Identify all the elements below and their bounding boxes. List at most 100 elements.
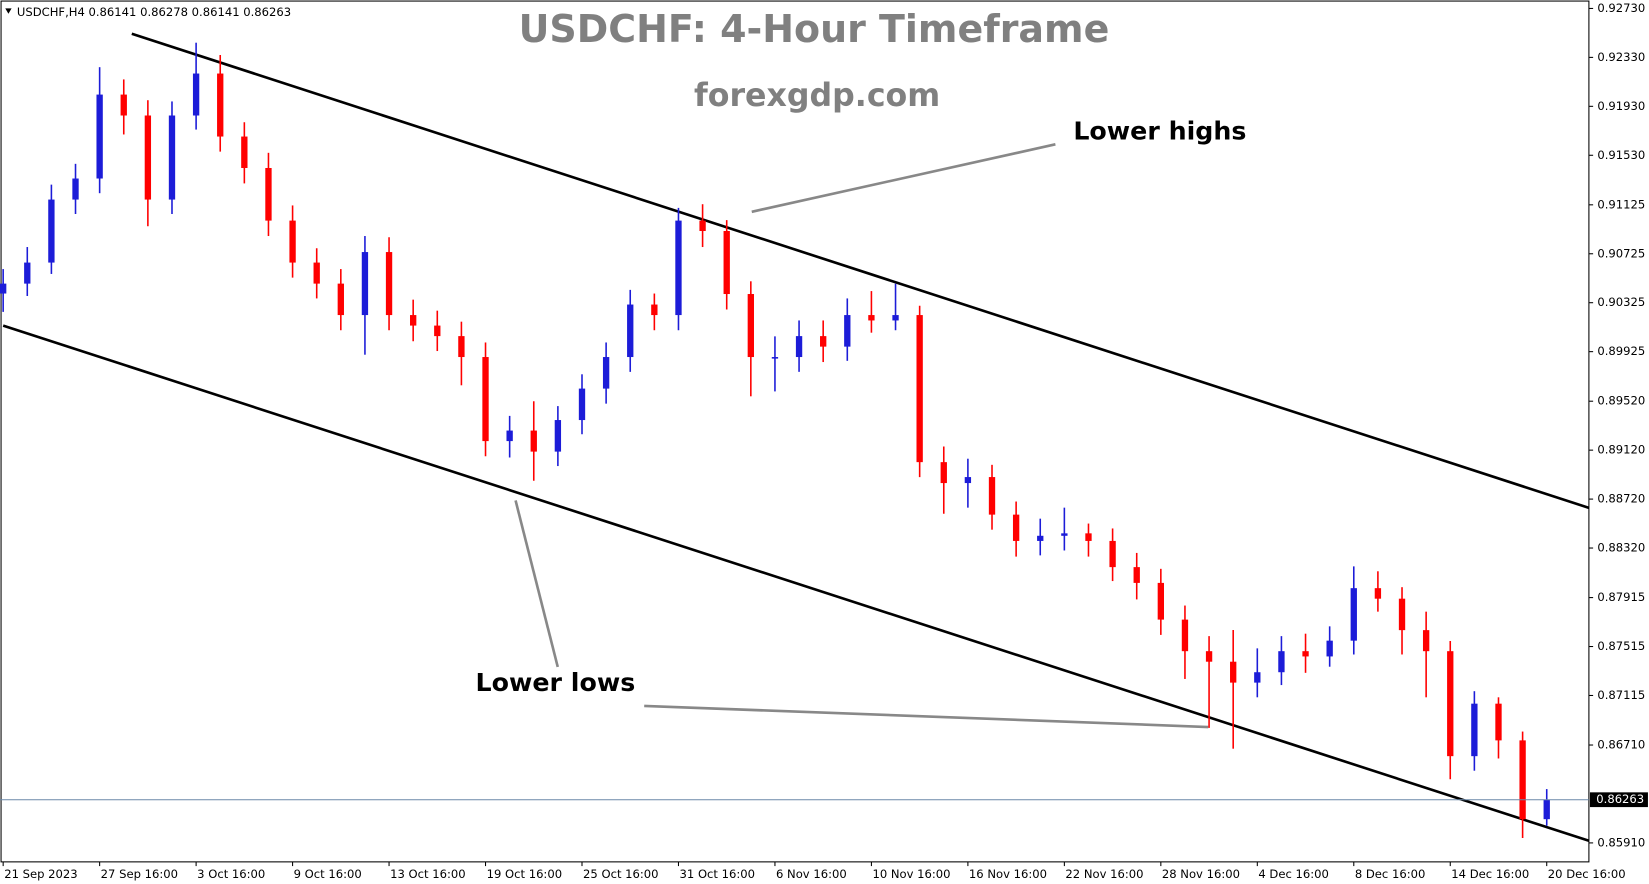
candle-body [24,262,31,284]
candle-body [1422,630,1430,652]
x-tick-label: 16 Nov 16:00 [969,867,1047,881]
candle-body [916,315,923,463]
candle-body [1471,703,1478,757]
candle-body [1278,651,1285,673]
y-tick-label: 0.88720 [1597,492,1645,506]
y-tick-label: 0.89520 [1597,394,1645,408]
candle-body [72,178,79,200]
candle-body [844,315,851,347]
candle-body [651,304,658,316]
candle-body [1447,651,1454,757]
candle-body [1495,703,1502,741]
pointer-line [644,704,1209,729]
x-tick-label: 20 Dec 16:00 [1548,867,1626,881]
x-tick-label: 13 Oct 16:00 [390,867,466,881]
candle-body [964,477,972,484]
x-tick-label: 14 Dec 16:00 [1451,867,1529,881]
candle-body [168,115,176,200]
candle-body [410,315,417,326]
candle-body [1254,672,1261,683]
last-price-label: 0.86263 [1596,792,1644,806]
candle-body [241,136,248,168]
candle-body [48,199,55,263]
lower-channel-line [2,324,1590,843]
candle-body [1350,588,1357,641]
candle-body [0,283,7,294]
candle-body [1302,651,1309,657]
y-tick-label: 0.88320 [1597,541,1645,555]
candle-body [144,115,152,200]
candle-body [313,262,320,284]
candle-body [940,462,947,484]
y-tick-label: 0.90725 [1597,246,1645,260]
candle-body [217,73,224,137]
candle-body [337,283,344,316]
y-tick-label: 0.87915 [1597,590,1645,604]
y-tick-label: 0.90325 [1597,295,1645,309]
menu-arrow [5,8,12,14]
x-tick-label: 19 Oct 16:00 [487,867,563,881]
candle-body [1519,740,1526,820]
candle-body [1543,799,1550,820]
candle-body [675,220,682,316]
candle-body [1109,540,1116,568]
candle-body [723,231,730,295]
pointer-line [751,143,1056,214]
candle-body [1230,661,1237,683]
x-tick-label: 25 Oct 16:00 [583,867,659,881]
candle-body [506,430,513,442]
candle-body [530,430,537,452]
annotation: Lower lows [476,668,636,697]
candle-body [1085,533,1092,541]
y-tick-label: 0.91930 [1597,99,1645,113]
candle-body [265,167,272,221]
y-tick-label: 0.87115 [1597,688,1645,702]
candle-body [385,252,393,316]
upper-channel-line [131,32,1590,510]
y-tick-label: 0.91125 [1597,197,1645,211]
x-tick-label: 31 Oct 16:00 [680,867,756,881]
last-price-box [1589,792,1648,808]
candle-body [1037,535,1044,541]
candle-body [1061,533,1068,536]
candle-body [192,73,200,116]
y-tick-label: 0.89925 [1597,344,1645,358]
candle-body [988,477,996,515]
y-tick-label: 0.91530 [1597,148,1645,162]
candle-body [795,336,803,358]
candle-body [578,388,586,421]
candle-body [699,220,706,232]
y-tick-label: 0.92730 [1597,1,1645,15]
candle-body [747,294,754,358]
x-tick-label: 10 Nov 16:00 [872,867,950,881]
candle-body [1374,588,1382,599]
y-tick-label: 0.86710 [1597,738,1645,752]
annotation: Lower highs [1073,117,1246,146]
candle-body [482,357,489,442]
candle-body [120,94,127,116]
candle-body [771,357,779,359]
candle-body [1326,640,1333,657]
candle-body [1205,651,1213,662]
candle-body [627,304,634,358]
x-tick-label: 22 Nov 16:00 [1065,867,1143,881]
candle-body [96,94,103,179]
candle-body [1012,514,1020,541]
candle-body [361,252,369,316]
chart-subtitle: forexgdp.com [694,78,940,114]
symbol-header: USDCHF,H4 0.86141 0.86278 0.86141 0.8626… [17,5,291,19]
x-tick-label: 21 Sep 2023 [4,867,77,881]
candle-body [820,336,827,347]
candle-body [892,315,899,321]
candle-body [1398,598,1406,631]
x-tick-label: 9 Oct 16:00 [294,867,362,881]
candle-body [1157,582,1164,620]
candle-body [434,325,441,337]
x-tick-label: 3 Oct 16:00 [197,867,265,881]
plot-frame [0,0,1590,863]
y-tick-label: 0.87515 [1597,639,1645,653]
chart-title: USDCHF: 4-Hour Timeframe [519,7,1110,51]
x-tick-label: 8 Dec 16:00 [1355,867,1426,881]
x-tick-label: 28 Nov 16:00 [1162,867,1240,881]
